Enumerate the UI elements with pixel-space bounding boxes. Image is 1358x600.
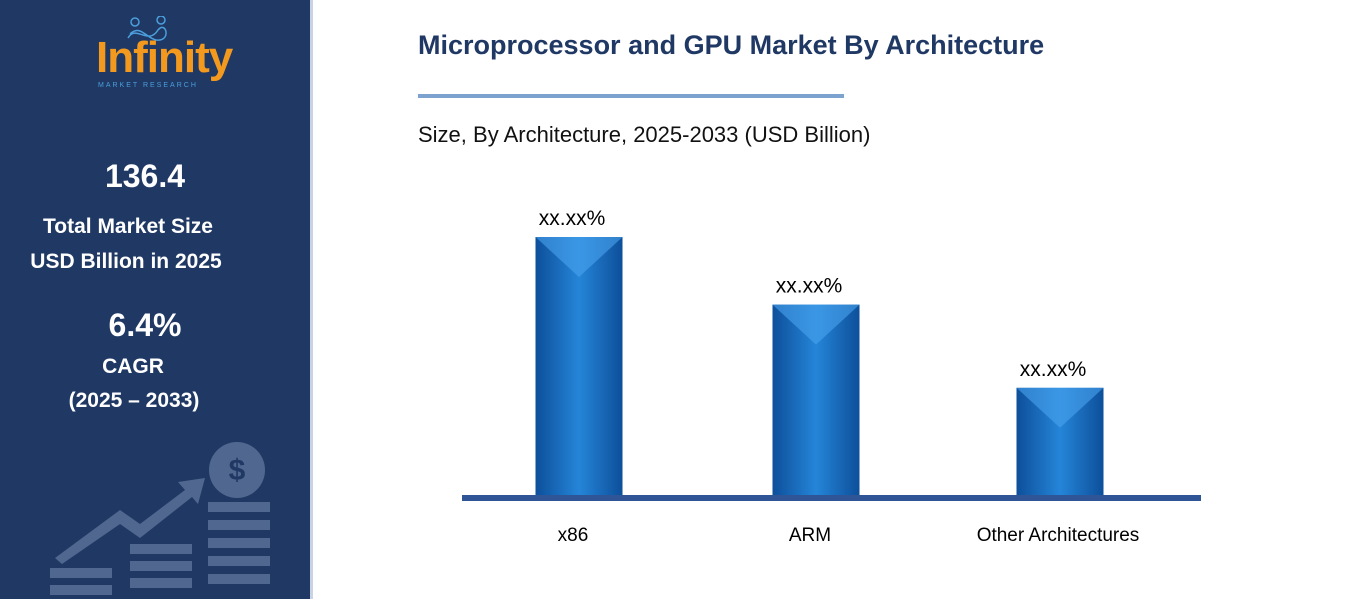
category-label: ARM xyxy=(789,525,831,546)
category-label: Other Architectures xyxy=(977,525,1140,546)
data-label: xx.xx% xyxy=(1020,358,1087,381)
chart-subtitle: Size, By Architecture, 2025-2033 (USD Bi… xyxy=(418,122,871,147)
cagr-period: (2025 – 2033) xyxy=(68,389,200,412)
bar-0 xyxy=(535,237,623,497)
data-label: xx.xx% xyxy=(539,207,606,230)
chart-title: Microprocessor and GPU Market By Archite… xyxy=(418,30,1045,60)
cagr-label: CAGR xyxy=(102,355,164,378)
bar-highlight xyxy=(1016,387,1104,428)
x-axis-line xyxy=(462,495,1201,501)
market-size-label: Total Market Size xyxy=(43,215,213,238)
logo-figures-icon xyxy=(127,16,167,41)
bar-highlight xyxy=(772,304,860,345)
svg-text:$: $ xyxy=(229,454,246,487)
bar-highlight xyxy=(535,237,623,277)
title-divider xyxy=(418,94,844,98)
data-label: xx.xx% xyxy=(776,275,843,298)
market-size-unit: USD Billion in 2025 xyxy=(30,250,222,273)
logo-text: Infinity xyxy=(96,33,233,82)
category-label: x86 xyxy=(558,525,589,546)
growth-chart-icon: $ xyxy=(50,442,270,595)
logo: Infinity MARKET RESEARCH xyxy=(96,16,233,92)
market-size-value: 136.4 xyxy=(104,158,186,194)
logo-subtext: MARKET RESEARCH xyxy=(98,82,198,89)
cagr-value: 6.4% xyxy=(108,307,182,343)
sidebar: Infinity MARKET RESEARCH 136.4 Total Mar… xyxy=(0,0,313,599)
